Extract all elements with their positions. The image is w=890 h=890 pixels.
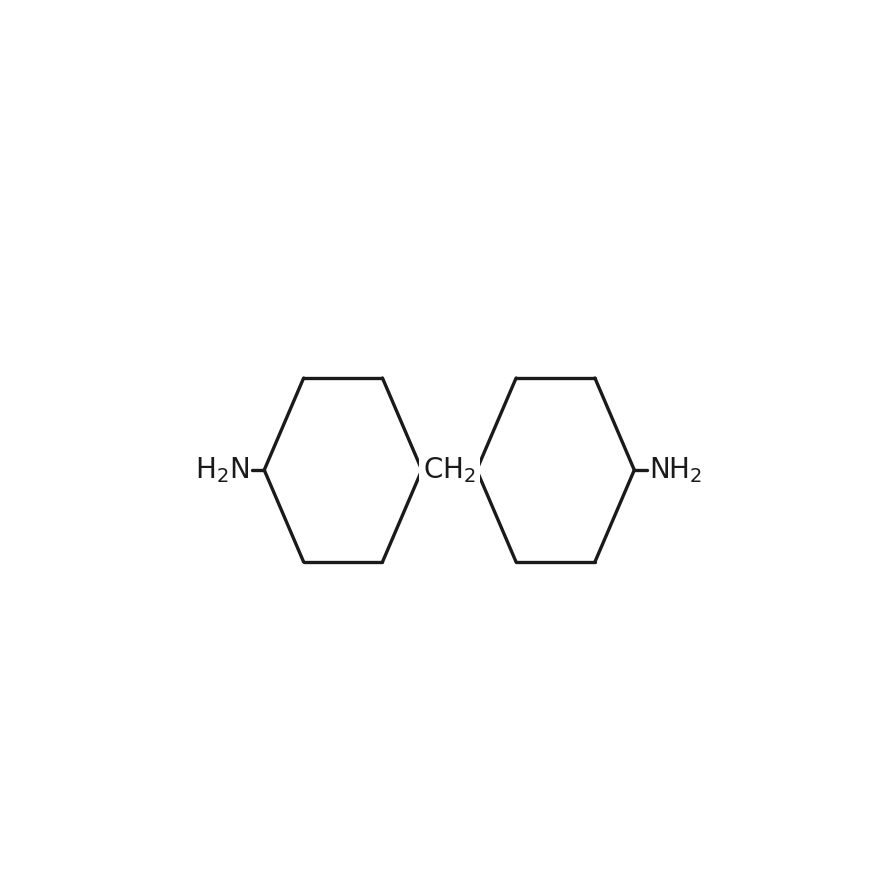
Text: CH$_2$: CH$_2$ xyxy=(423,455,476,485)
Text: H$_2$N: H$_2$N xyxy=(195,455,249,485)
Text: NH$_2$: NH$_2$ xyxy=(650,455,703,485)
